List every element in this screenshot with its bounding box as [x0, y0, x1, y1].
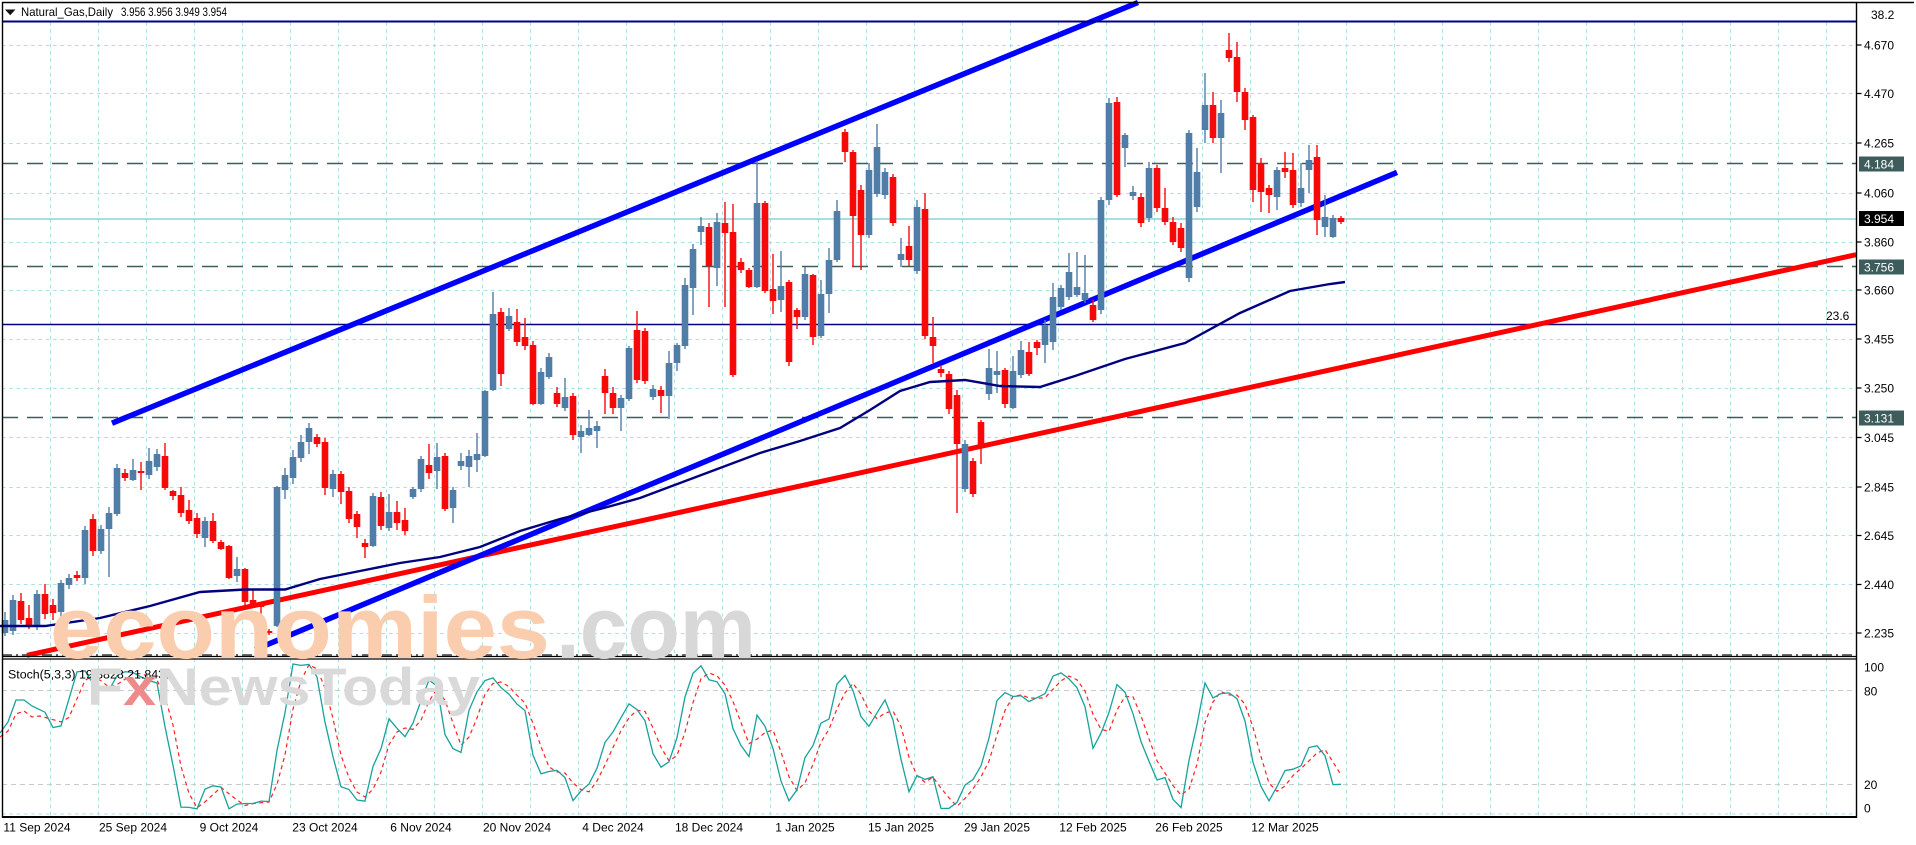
- svg-text:80: 80: [1864, 685, 1878, 699]
- svg-text:23.6: 23.6: [1826, 309, 1850, 323]
- svg-text:3.131: 3.131: [1864, 412, 1894, 426]
- svg-text:3.045: 3.045: [1864, 431, 1894, 445]
- svg-text:12 Feb 2025: 12 Feb 2025: [1059, 821, 1127, 835]
- svg-text:3.660: 3.660: [1864, 284, 1894, 298]
- svg-text:3.455: 3.455: [1864, 333, 1894, 347]
- svg-text:3.860: 3.860: [1864, 236, 1894, 250]
- svg-text:25 Sep 2024: 25 Sep 2024: [99, 821, 167, 835]
- svg-text:6 Nov 2024: 6 Nov 2024: [390, 821, 452, 835]
- svg-text:26 Feb 2025: 26 Feb 2025: [1155, 821, 1223, 835]
- svg-text:12 Mar 2025: 12 Mar 2025: [1251, 821, 1319, 835]
- svg-text:3.956 3.956 3.949 3.954: 3.956 3.956 3.949 3.954: [121, 6, 227, 19]
- svg-text:20 Nov 2024: 20 Nov 2024: [483, 821, 551, 835]
- svg-text:3.756: 3.756: [1864, 261, 1894, 275]
- svg-text:4 Dec 2024: 4 Dec 2024: [582, 821, 644, 835]
- svg-text:23 Oct 2024: 23 Oct 2024: [292, 821, 358, 835]
- svg-text:0: 0: [1864, 802, 1871, 816]
- svg-text:4.060: 4.060: [1864, 187, 1894, 201]
- svg-text:20: 20: [1864, 778, 1878, 792]
- svg-text:11 Sep 2024: 11 Sep 2024: [3, 821, 70, 835]
- svg-text:4.470: 4.470: [1864, 87, 1894, 101]
- svg-text:4.670: 4.670: [1864, 39, 1894, 53]
- svg-text:Stoch(5,3,3) 19.3828 21.8432: Stoch(5,3,3) 19.3828 21.8432: [8, 668, 172, 682]
- svg-text:9 Oct 2024: 9 Oct 2024: [200, 821, 259, 835]
- svg-text:2.845: 2.845: [1864, 481, 1894, 495]
- svg-text:Natural_Gas,Daily: Natural_Gas,Daily: [21, 6, 113, 19]
- svg-text:2.645: 2.645: [1864, 529, 1894, 543]
- svg-text:3.954: 3.954: [1864, 212, 1894, 226]
- svg-text:4.265: 4.265: [1864, 137, 1894, 151]
- svg-text:1 Jan 2025: 1 Jan 2025: [775, 821, 835, 835]
- svg-text:29 Jan 2025: 29 Jan 2025: [964, 821, 1030, 835]
- svg-text:4.184: 4.184: [1864, 158, 1894, 172]
- svg-text:2.440: 2.440: [1864, 578, 1894, 592]
- svg-text:FxNewsToday: FxNewsToday: [87, 658, 481, 717]
- svg-text:38.2: 38.2: [1871, 8, 1895, 22]
- svg-text:2.235: 2.235: [1864, 627, 1894, 641]
- svg-text:15 Jan 2025: 15 Jan 2025: [868, 821, 934, 835]
- svg-text:3.250: 3.250: [1864, 382, 1894, 396]
- svg-text:.com: .com: [556, 578, 756, 677]
- svg-text:economies: economies: [50, 578, 550, 677]
- svg-text:18 Dec 2024: 18 Dec 2024: [675, 821, 743, 835]
- svg-text:100: 100: [1864, 661, 1884, 675]
